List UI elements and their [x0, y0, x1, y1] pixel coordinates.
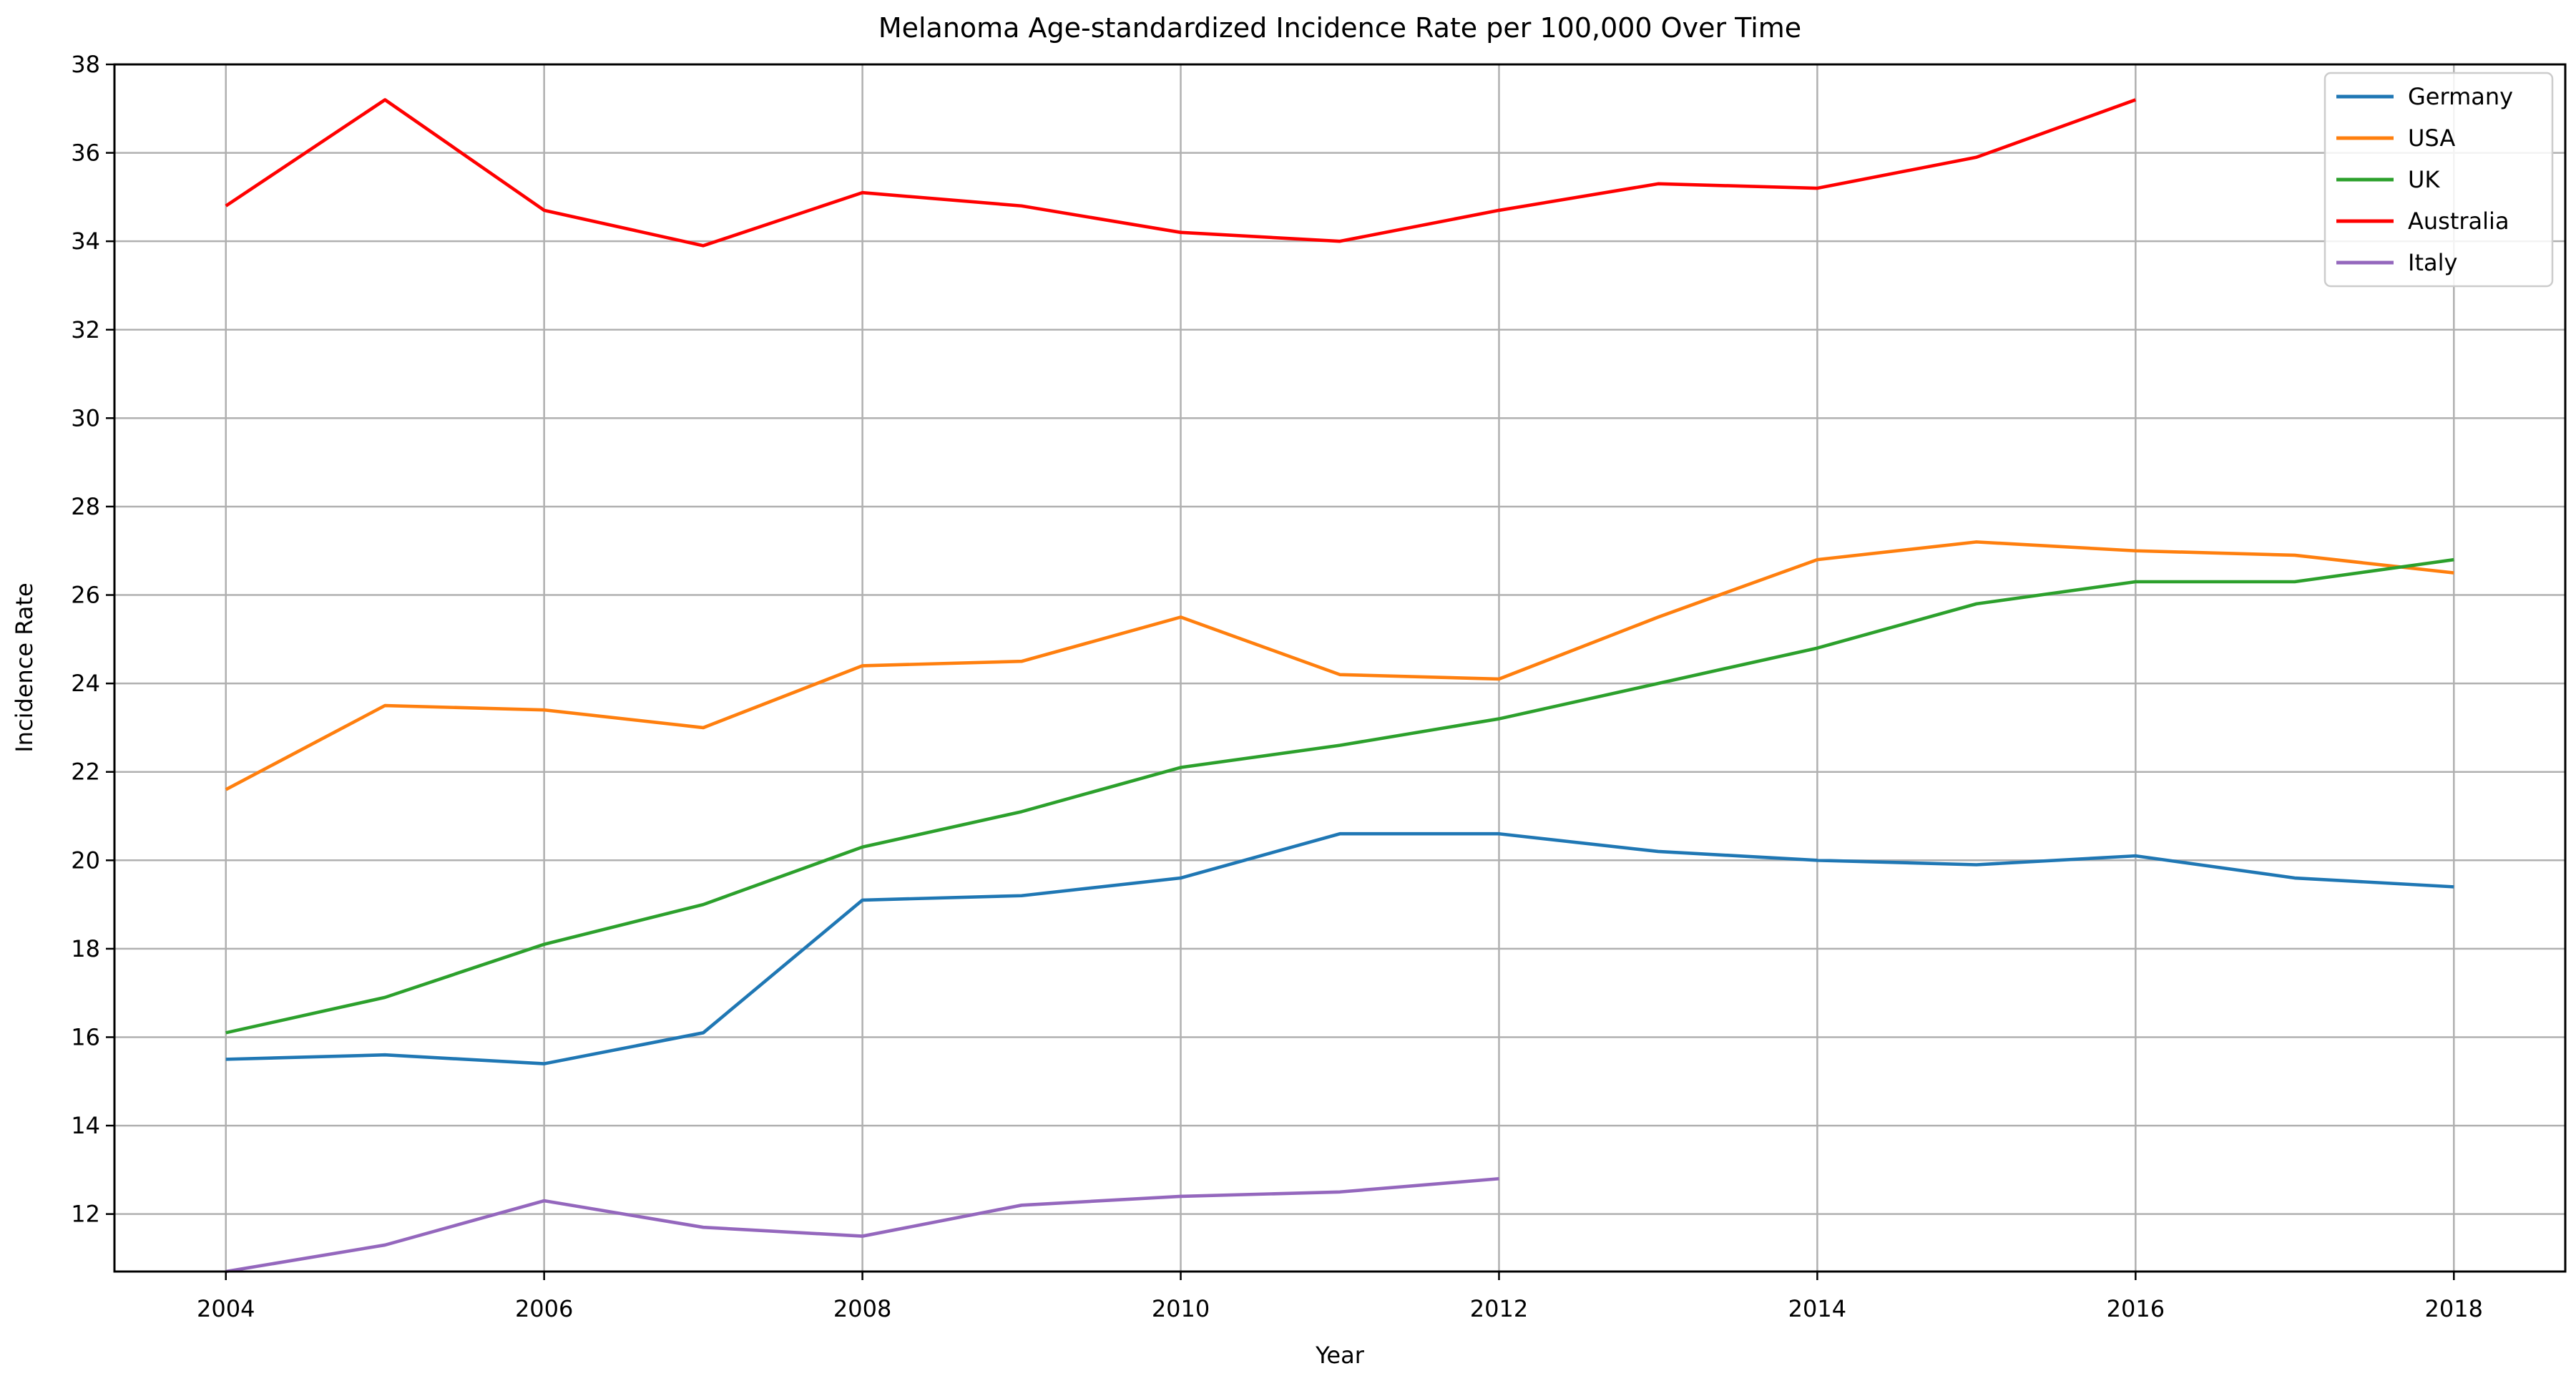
series-line-uk [225, 557, 2454, 1035]
x-tick-label: 2006 [515, 1295, 573, 1322]
series-line-italy [225, 1176, 1499, 1274]
y-tick-label: 30 [71, 404, 100, 431]
legend: Germany USA UK Australia Italy [2323, 72, 2554, 288]
x-tick-label: 2014 [1788, 1295, 1846, 1322]
chart-title: Melanoma Age-standardized Incidence Rate… [878, 12, 1801, 44]
x-tick-label: 2008 [833, 1295, 891, 1322]
legend-label-australia: Australia [2408, 208, 2509, 235]
y-tick-label: 14 [71, 1112, 100, 1139]
y-tick-label: 16 [71, 1023, 100, 1050]
y-tick-label: 32 [71, 316, 100, 343]
x-tick-label: 2016 [2107, 1295, 2165, 1322]
series-line-australia [225, 98, 2137, 248]
x-tick-label: 2018 [2425, 1295, 2483, 1322]
legend-label-usa: USA [2408, 125, 2455, 152]
grid-lines [114, 63, 2565, 1272]
legend-label-germany: Germany [2408, 83, 2513, 110]
y-tick-label: 20 [71, 846, 100, 874]
x-tick-label: 2004 [197, 1295, 255, 1322]
x-axis-label: Year [1315, 1342, 1365, 1369]
axes-frame [113, 63, 2567, 1273]
y-tick-label: 24 [71, 670, 100, 697]
legend-label-uk: UK [2408, 166, 2440, 193]
y-tick-label: 38 [71, 51, 100, 78]
axis-ticks: 2004 2006 2008 2010 2012 2014 2016 2018 12 14 16 18… [71, 51, 2483, 1322]
x-tick-label: 2010 [1152, 1295, 1210, 1322]
y-tick-label: 34 [71, 228, 100, 255]
y-tick-label: 22 [71, 758, 100, 786]
y-tick-label: 36 [71, 140, 100, 167]
y-tick-label: 12 [71, 1201, 100, 1228]
y-tick-label: 26 [71, 582, 100, 609]
y-tick-label: 18 [71, 935, 100, 962]
series-line-germany [225, 831, 2454, 1065]
x-tick-label: 2012 [1470, 1295, 1528, 1322]
series-lines [225, 98, 2454, 1274]
legend-label-italy: Italy [2408, 249, 2457, 276]
y-tick-label: 28 [71, 493, 100, 520]
series-line-usa [225, 540, 2454, 791]
legend-box [2323, 72, 2554, 288]
y-axis-label: Incidence Rate [11, 582, 38, 752]
